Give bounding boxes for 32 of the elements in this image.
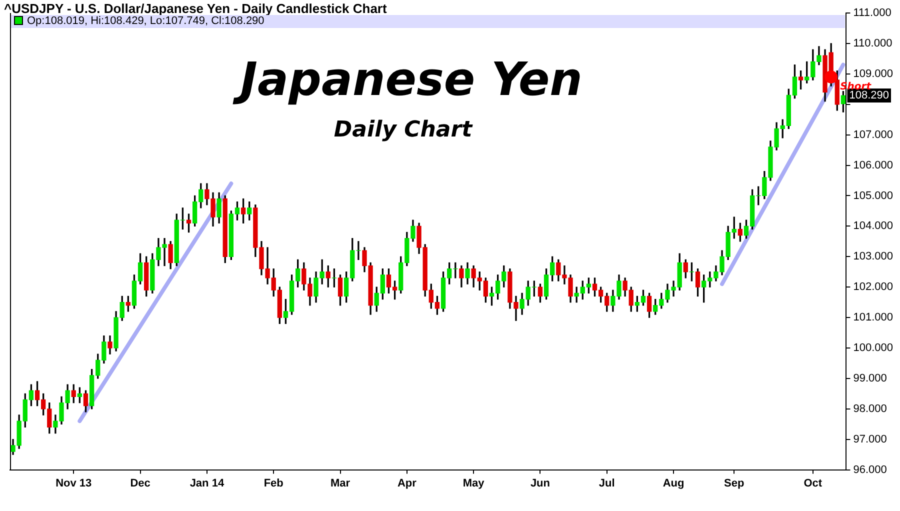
x-tick-label: Feb: [264, 477, 284, 490]
y-tick-label: 107.000: [853, 128, 894, 141]
y-tick-label: 106.000: [853, 159, 894, 172]
annotation: 108.290: [849, 90, 890, 102]
annotation: Japanese Yen: [232, 52, 582, 106]
y-tick-label: 104.000: [853, 220, 894, 232]
y-tick-label: 105.000: [853, 190, 894, 202]
x-tick-label: Oct: [804, 477, 822, 490]
x-tick-label: Dec: [130, 477, 150, 490]
x-tick-label: Sep: [724, 477, 744, 490]
y-tick-label: 103.000: [853, 250, 894, 263]
annotation: Op:108.019, Hi:108.429, Lo:107.749, Cl:108.290: [27, 15, 264, 27]
x-tick-label: Mar: [330, 477, 351, 490]
y-tick-label: 101.000: [853, 312, 894, 324]
x-tick-label: Jun: [530, 477, 550, 490]
y-tick-label: 97.000: [853, 433, 887, 446]
y-tick-label: 111.000: [853, 7, 892, 20]
x-tick-label: Apr: [397, 477, 418, 490]
y-tick-label: 96.000: [853, 464, 887, 476]
y-tick-label: 109.000: [853, 68, 894, 80]
y-tick-label: 100.000: [853, 342, 894, 354]
chart-title: ^USDJPY - U.S. Dollar/Japanese Yen - Daily Candlestick Chart: [4, 1, 388, 16]
x-tick-label: May: [462, 477, 486, 490]
y-tick-label: 110.000: [853, 37, 892, 50]
x-tick-label: Aug: [662, 477, 684, 490]
annotation: Daily Chart: [334, 117, 474, 142]
y-tick-label: 99.000: [853, 372, 887, 384]
x-tick-label: Jan 14: [190, 477, 225, 490]
y-tick-label: 102.000: [853, 281, 894, 294]
y-tick-label: 98.000: [853, 402, 887, 415]
x-tick-label: Jul: [598, 477, 615, 490]
x-tick-label: Nov 13: [56, 477, 92, 490]
